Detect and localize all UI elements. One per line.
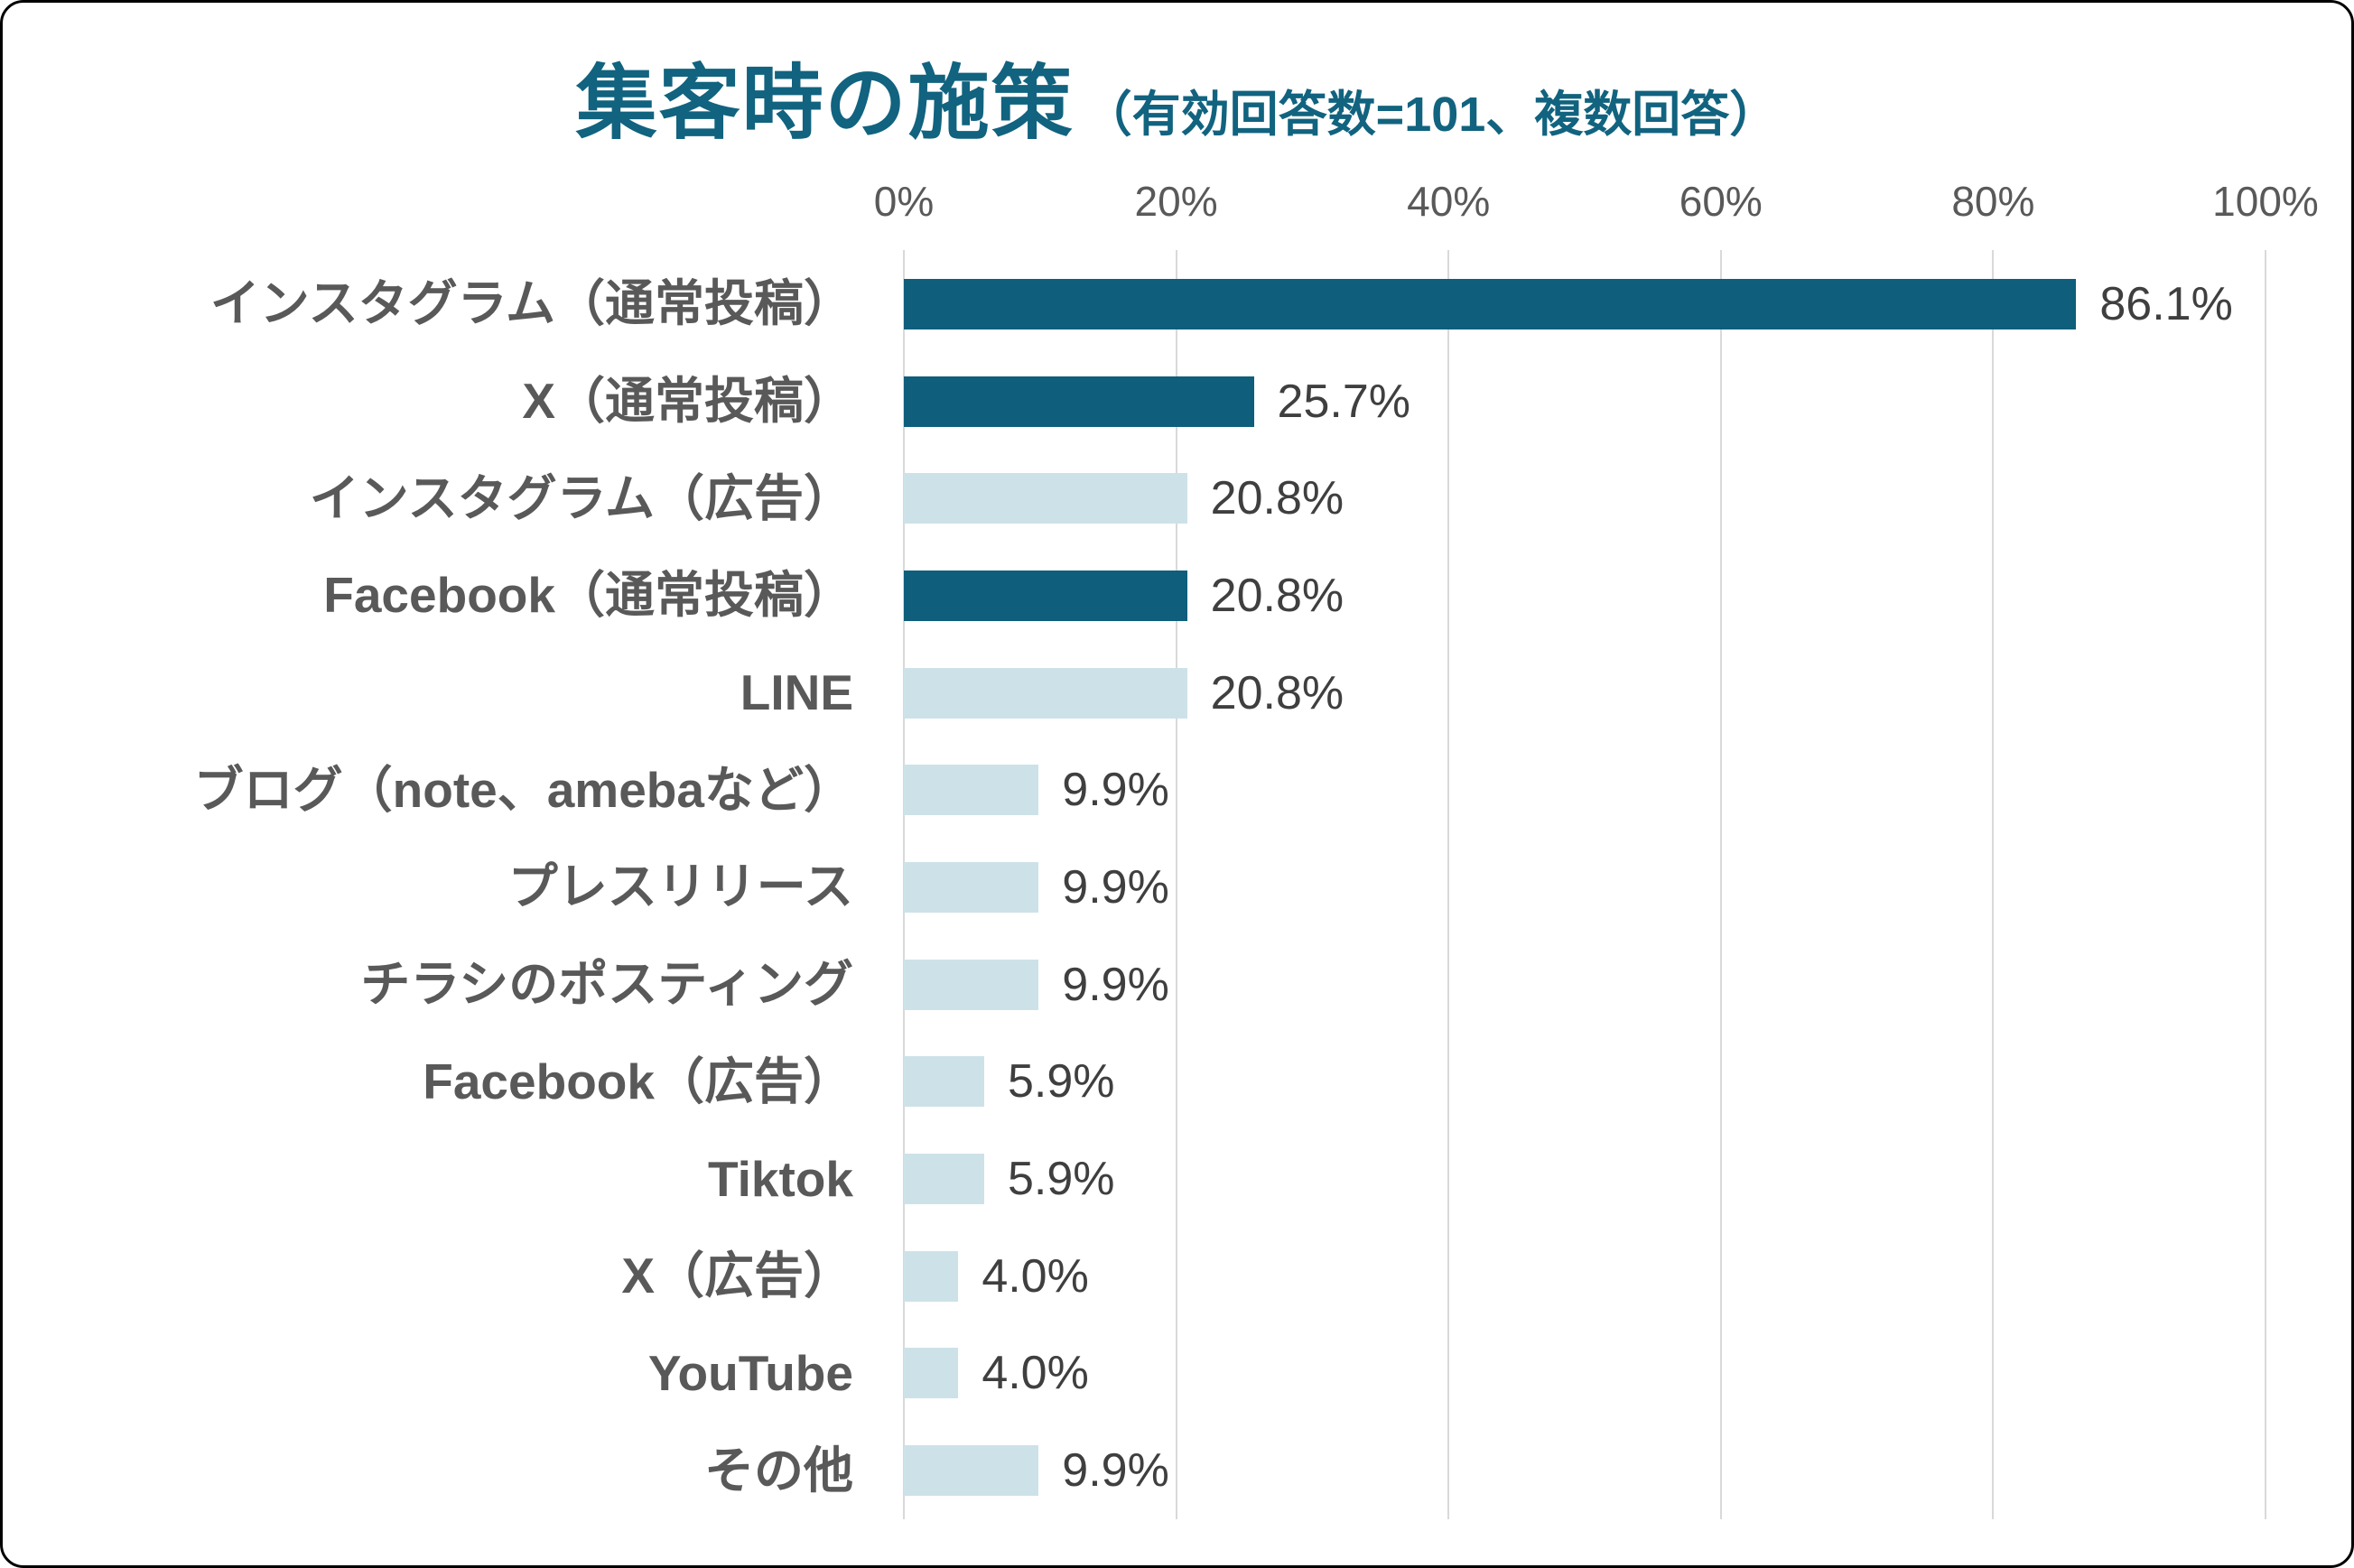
value-label: 20.8% xyxy=(1210,472,1344,525)
value-label: 4.0% xyxy=(982,1249,1089,1303)
category-label: Facebook（広告） xyxy=(423,1053,853,1109)
bar-light xyxy=(904,667,1187,719)
value-label: 9.9% xyxy=(1062,958,1169,1011)
value-label: 86.1% xyxy=(2099,277,2233,330)
gridline xyxy=(1719,250,1722,1519)
value-label: 4.0% xyxy=(982,1347,1089,1400)
bar-row: プレスリリース 9.9% xyxy=(3,839,2351,936)
bar-row: YouTube 4.0% xyxy=(3,1325,2351,1423)
category-label: X（広告） xyxy=(621,1248,853,1304)
bar-row: ブログ（note、amebaなど） 9.9% xyxy=(3,741,2351,839)
value-label: 25.7% xyxy=(1277,375,1410,428)
axis-tick-label: 60% xyxy=(1679,178,1763,225)
category-label: プレスリリース xyxy=(507,858,853,915)
bar-light xyxy=(904,765,1039,816)
bar-row: X（広告） 4.0% xyxy=(3,1228,2351,1325)
bar-row: X（通常投稿） 25.7% xyxy=(3,353,2351,450)
value-label: 20.8% xyxy=(1210,666,1344,719)
bar-light xyxy=(904,1250,959,1302)
axis-tick-label: 80% xyxy=(1951,178,2035,225)
bar-row: インスタグラム（通常投稿） 86.1% xyxy=(3,255,2351,353)
bar-light xyxy=(904,1348,959,1399)
bar-light xyxy=(904,959,1039,1010)
axis-tick-label: 40% xyxy=(1407,178,1491,225)
bar-track: 4.0% xyxy=(904,1249,2266,1303)
gridline xyxy=(1175,250,1177,1519)
category-label: インスタグラム（通常投稿） xyxy=(209,275,853,332)
x-axis: 0% 20% 40% 60% 80% 100% xyxy=(874,176,2319,227)
bar-dark xyxy=(904,570,1187,621)
bar-row: Facebook（通常投稿） 20.8% xyxy=(3,547,2351,645)
value-label: 5.9% xyxy=(1007,1153,1115,1206)
axis-tick-label: 0% xyxy=(873,178,935,225)
bar-track: 5.9% xyxy=(904,1055,2266,1109)
category-label: YouTube xyxy=(647,1344,853,1401)
bar-row: その他 9.9% xyxy=(3,1422,2351,1519)
axis-tick-label: 20% xyxy=(1134,178,1218,225)
bar-light xyxy=(904,473,1187,524)
category-label: ブログ（note、amebaなど） xyxy=(193,761,853,818)
page-title-note: （有効回答数=101、複数回答） xyxy=(1083,88,1779,142)
bar-track: 86.1% xyxy=(904,277,2266,330)
page-title: 集客時の施策 xyxy=(575,59,1075,149)
category-label: チラシのポスティング xyxy=(360,956,853,1013)
bar-row: インスタグラム（広告） 20.8% xyxy=(3,450,2351,547)
bar-row: Tiktok 5.9% xyxy=(3,1130,2351,1228)
bar-light xyxy=(904,1445,1039,1497)
value-label: 9.9% xyxy=(1062,764,1169,817)
bar-track: 25.7% xyxy=(904,376,2266,427)
value-label: 20.8% xyxy=(1210,569,1344,622)
bar-row: Facebook（広告） 5.9% xyxy=(3,1034,2351,1131)
bar-dark xyxy=(904,376,1254,427)
category-label: インスタグラム（広告） xyxy=(309,469,853,526)
chart-rows: インスタグラム（通常投稿） 86.1% X（通常投稿） 25.7% インスタグラ… xyxy=(3,255,2351,1519)
bar-track: 9.9% xyxy=(904,1444,2266,1498)
bar-dark xyxy=(904,278,2077,329)
category-label: Facebook（通常投稿） xyxy=(323,567,853,624)
bar-row: LINE 20.8% xyxy=(3,645,2351,742)
value-label: 9.9% xyxy=(1062,860,1169,914)
value-label: 5.9% xyxy=(1007,1055,1115,1109)
gridline xyxy=(1447,250,1450,1519)
category-label: X（通常投稿） xyxy=(522,373,853,430)
bar-track: 9.9% xyxy=(904,958,2266,1011)
category-label: LINE xyxy=(740,664,853,721)
chart-title: 集客時の施策 （有効回答数=101、複数回答） xyxy=(3,37,2351,154)
bar-track: 9.9% xyxy=(904,860,2266,914)
gridline xyxy=(1992,250,1995,1519)
bar-track: 20.8% xyxy=(904,666,2266,719)
bar-track: 4.0% xyxy=(904,1347,2266,1400)
bar-light xyxy=(904,861,1039,913)
bar-track: 20.8% xyxy=(904,473,2266,524)
gridline xyxy=(2265,250,2266,1519)
bar-light xyxy=(904,1056,984,1108)
bar-track: 20.8% xyxy=(904,569,2266,622)
category-label: Tiktok xyxy=(708,1150,853,1207)
value-label: 9.9% xyxy=(1062,1444,1169,1498)
category-label: その他 xyxy=(703,1442,853,1498)
bar-track: 5.9% xyxy=(904,1153,2266,1206)
bar-light xyxy=(904,1154,984,1205)
bar-track: 9.9% xyxy=(904,764,2266,817)
bar-row: チラシのポスティング 9.9% xyxy=(3,936,2351,1034)
axis-tick-label: 100% xyxy=(2212,178,2319,225)
